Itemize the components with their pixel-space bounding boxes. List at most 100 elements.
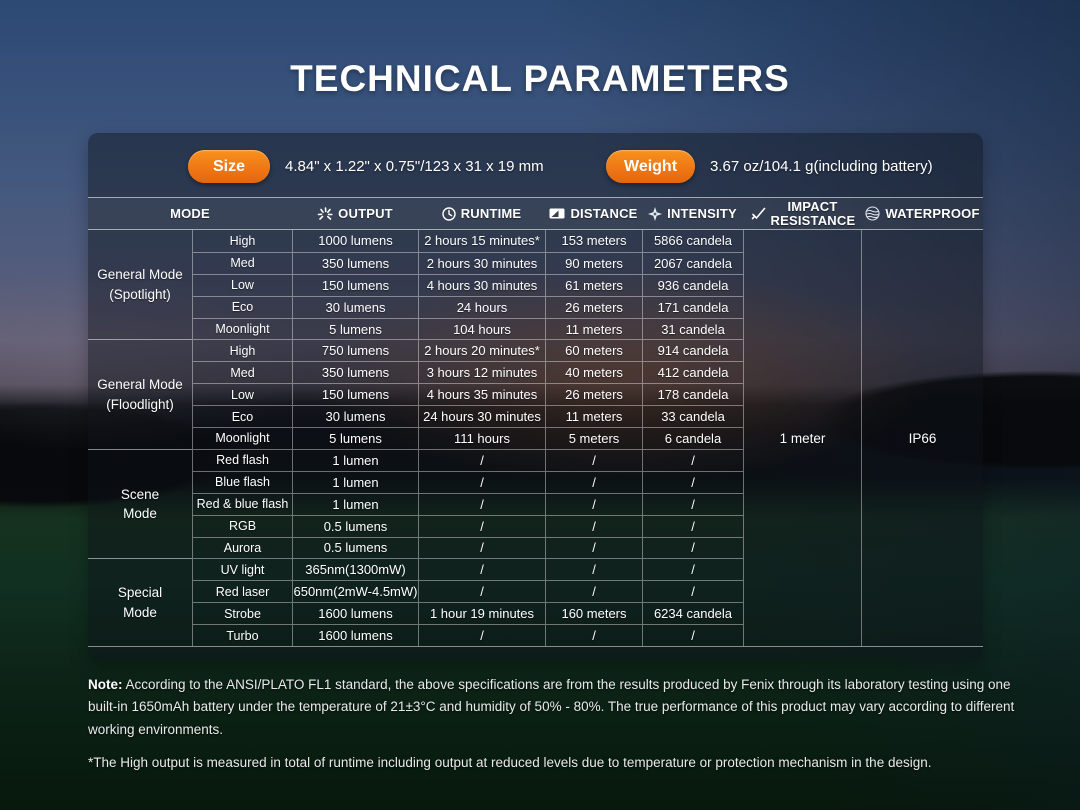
cell-level: Eco xyxy=(192,295,292,318)
cell-level: Blue flash xyxy=(192,470,292,493)
cell-intensity: / xyxy=(642,558,743,581)
column-header-intensity: INTENSITY xyxy=(642,198,743,229)
column-header-impact-resistance: IMPACT RESISTANCE xyxy=(743,198,862,229)
cell-distance: 90 meters xyxy=(545,251,642,274)
cell-distance: 153 meters xyxy=(545,230,642,252)
cell-level: Turbo xyxy=(192,624,292,646)
cell-level: Med xyxy=(192,361,292,384)
note-label: Note: xyxy=(88,677,123,692)
cell-intensity: / xyxy=(642,448,743,471)
column-header-label: DISTANCE xyxy=(570,206,638,221)
cell-output: 650nm(2mW-4.5mW) xyxy=(292,580,418,603)
cell-level: Red laser xyxy=(192,580,292,603)
table-body: General Mode (Spotlight) High 1000 lumens 2… xyxy=(88,230,983,647)
cell-level: Red & blue flash xyxy=(192,492,292,515)
cell-distance: 40 meters xyxy=(545,361,642,384)
cell-intensity: 33 candela xyxy=(642,405,743,428)
cell-output: 365nm(1300mW) xyxy=(292,558,418,581)
cell-output: 5 lumens xyxy=(292,427,418,449)
cell-level: UV light xyxy=(192,558,292,581)
size-value: 4.84" x 1.22" x 0.75"/123 x 31 x 19 mm xyxy=(285,158,544,175)
cell-distance: / xyxy=(545,580,642,603)
notes-section: Note: According to the ANSI/PLATO FL1 st… xyxy=(88,674,1016,775)
cell-output: 350 lumens xyxy=(292,251,418,274)
column-header-waterproof: WATERPROOF xyxy=(862,198,983,229)
cell-intensity: 31 candela xyxy=(642,317,743,340)
cell-output: 0.5 lumens xyxy=(292,536,418,559)
cell-output: 150 lumens xyxy=(292,383,418,406)
footnote-paragraph: *The High output is measured in total of… xyxy=(88,755,932,771)
weight-value: 3.67 oz/104.1 g(including battery) xyxy=(710,158,933,175)
cell-intensity: 936 candela xyxy=(642,273,743,296)
cell-intensity: 412 candela xyxy=(642,361,743,384)
cell-runtime: / xyxy=(418,558,545,581)
cell-intensity: 171 candela xyxy=(642,295,743,318)
size-badge: Size xyxy=(188,150,270,183)
cell-output: 750 lumens xyxy=(292,339,418,362)
cell-intensity: 914 candela xyxy=(642,339,743,362)
cell-runtime: / xyxy=(418,514,545,537)
cell-distance: 26 meters xyxy=(545,383,642,406)
cell-distance: / xyxy=(545,492,642,515)
cell-level: Med xyxy=(192,251,292,274)
cell-level: Aurora xyxy=(192,536,292,559)
cell-distance: 61 meters xyxy=(545,273,642,296)
cell-output: 30 lumens xyxy=(292,405,418,428)
cell-distance: / xyxy=(545,624,642,646)
cell-output: 1600 lumens xyxy=(292,624,418,646)
cell-distance: / xyxy=(545,514,642,537)
mode-group-label: Special Mode xyxy=(88,558,192,646)
column-header-runtime: RUNTIME xyxy=(418,198,545,229)
water-globe-icon xyxy=(865,206,880,221)
table-header-row: MODE OUTPUT RUNTIME xyxy=(88,197,983,230)
column-header-output: OUTPUT xyxy=(292,198,418,229)
cell-distance: 160 meters xyxy=(545,602,642,625)
cell-output: 350 lumens xyxy=(292,361,418,384)
cell-output: 5 lumens xyxy=(292,317,418,340)
cell-level: Strobe xyxy=(192,602,292,625)
weight-badge: Weight xyxy=(606,150,696,183)
column-header-label: INTENSITY xyxy=(667,206,737,221)
note-paragraph: Note: According to the ANSI/PLATO FL1 st… xyxy=(88,674,1016,741)
size-spec: Size 4.84" x 1.22" x 0.75"/123 x 31 x 19… xyxy=(188,150,544,183)
beam-distance-icon xyxy=(549,208,565,219)
cell-runtime: 24 hours 30 minutes xyxy=(418,405,545,428)
cell-distance: 26 meters xyxy=(545,295,642,318)
cell-level: Moonlight xyxy=(192,317,292,340)
column-header-distance: DISTANCE xyxy=(545,198,642,229)
cell-distance: / xyxy=(545,558,642,581)
page-title: TECHNICAL PARAMETERS xyxy=(290,58,790,99)
cell-intensity: / xyxy=(642,580,743,603)
cell-level: RGB xyxy=(192,514,292,537)
cell-distance: / xyxy=(545,448,642,471)
cell-intensity: / xyxy=(642,492,743,515)
cell-runtime: / xyxy=(418,580,545,603)
cell-runtime: 2 hours 20 minutes* xyxy=(418,339,545,362)
cell-intensity: 6234 candela xyxy=(642,602,743,625)
weight-spec: Weight 3.67 oz/104.1 g(including battery… xyxy=(606,150,933,183)
cell-intensity: / xyxy=(642,624,743,646)
cell-output: 1 lumen xyxy=(292,470,418,493)
cell-distance: 60 meters xyxy=(545,339,642,362)
mode-group-label: Scene Mode xyxy=(88,448,192,558)
cell-runtime: 2 hours 30 minutes xyxy=(418,251,545,274)
cell-runtime: / xyxy=(418,536,545,559)
cell-distance: / xyxy=(545,470,642,493)
impact-resistance-value: 1 meter xyxy=(743,230,862,646)
clock-icon xyxy=(441,206,456,221)
cell-intensity: 178 candela xyxy=(642,383,743,406)
cell-distance: 11 meters xyxy=(545,405,642,428)
column-header-label: MODE xyxy=(170,206,210,221)
cell-intensity: 6 candela xyxy=(642,427,743,449)
column-header-label: OUTPUT xyxy=(338,206,393,221)
cell-intensity: / xyxy=(642,470,743,493)
cell-output: 150 lumens xyxy=(292,273,418,296)
cell-intensity: / xyxy=(642,514,743,537)
cell-runtime: / xyxy=(418,624,545,646)
waterproof-value: IP66 xyxy=(908,430,937,446)
column-header-label: RUNTIME xyxy=(460,206,522,221)
cell-output: 1600 lumens xyxy=(292,602,418,625)
cell-distance: 5 meters xyxy=(545,427,642,449)
column-header-mode: MODE xyxy=(88,198,292,229)
